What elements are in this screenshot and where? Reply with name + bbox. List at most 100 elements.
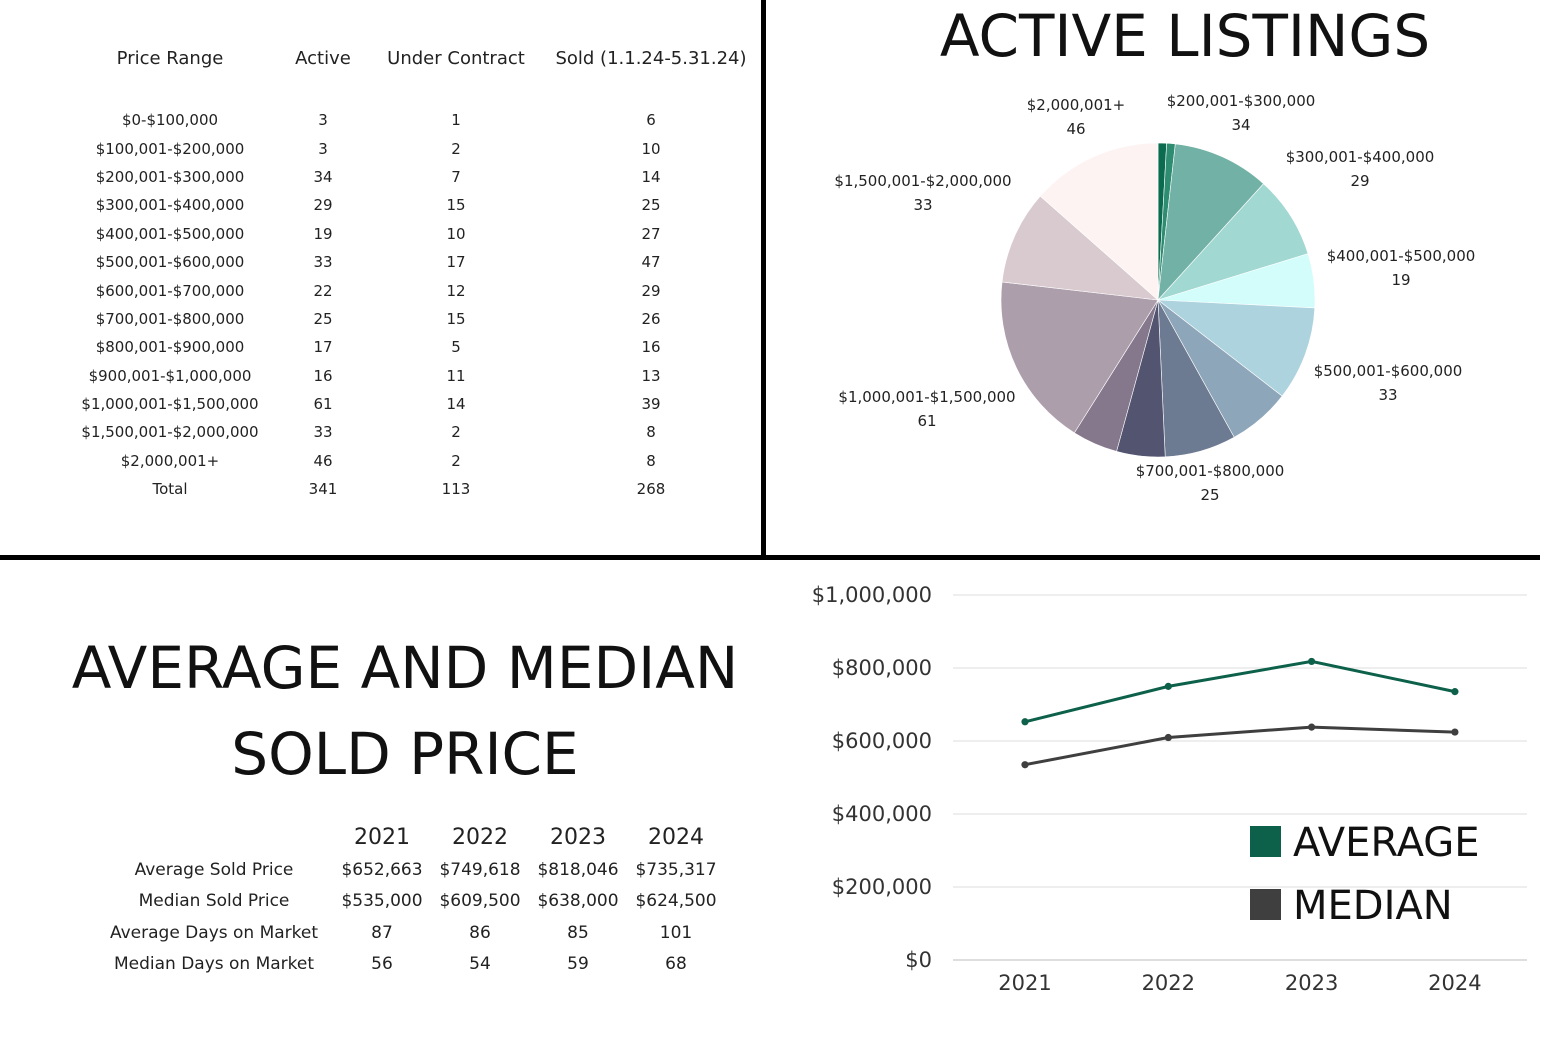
price-range-cell: $100,001-$200,000 — [95, 139, 245, 158]
value-cell: 59 — [567, 954, 589, 975]
year-header-2022: 2022 — [452, 824, 508, 850]
under-contract-cell: 17 — [446, 253, 466, 272]
price-range-cell: $1,500,001-$2,000,000 — [81, 423, 259, 442]
active-listings-pie-chart: $200,001-$300,000 34 $300,001-$400,000 29 $4… — [834, 92, 1475, 504]
under-contract-cell: 2 — [451, 451, 461, 470]
price-range-cell: $1,000,001-$1,500,000 — [81, 395, 259, 414]
x-tick-label: 2023 — [1285, 971, 1338, 995]
sold-title-line-2: SOLD PRICE — [231, 720, 579, 788]
under-contract-cell: 2 — [451, 423, 461, 442]
value-cell: 85 — [567, 922, 589, 943]
table-row: $300,001-$400,000 29 15 25 — [55, 191, 751, 219]
active-cell: 19 — [313, 224, 333, 243]
pie-slice-label: $1,000,001-$1,500,000 — [838, 388, 1015, 406]
series-line-average — [1024, 659, 1456, 724]
sold-cell: 26 — [641, 309, 661, 328]
table-row: $0-$100,000 3 1 6 — [55, 106, 751, 134]
sold-table-body: Average Sold Price $652,663 $749,618 $818,0… — [95, 854, 725, 980]
sold-cell: 29 — [641, 281, 661, 300]
value-cell: $609,500 — [439, 891, 521, 912]
active-cell: 25 — [313, 309, 333, 328]
pie-slice-label: $200,001-$300,000 — [1167, 92, 1316, 110]
value-cell: 54 — [469, 954, 491, 975]
legend-swatch — [1250, 889, 1281, 920]
under-contract-cell: 113 — [441, 480, 471, 499]
table-row: Median Sold Price $535,000 $609,500 $638,00… — [95, 886, 725, 918]
under-contract-cell: 2 — [451, 139, 461, 158]
table-row: $500,001-$600,000 33 17 47 — [55, 248, 751, 276]
sold-cell: 268 — [636, 480, 666, 499]
value-cell: $638,000 — [537, 891, 619, 912]
sold-cell: 47 — [641, 253, 661, 272]
table-row: $700,001-$800,000 25 15 26 — [55, 305, 751, 333]
year-header-2023: 2023 — [550, 824, 606, 850]
active-listings-title: ACTIVE LISTINGS — [939, 2, 1431, 70]
pie-slice-label: $700,001-$800,000 — [1136, 462, 1285, 480]
data-point — [1451, 688, 1459, 696]
price-range-cell: $200,001-$300,000 — [95, 167, 245, 186]
pie-slice — [1039, 142, 1159, 301]
active-cell: 16 — [313, 366, 333, 385]
row-label: Average Sold Price — [134, 859, 294, 880]
vertical-divider — [761, 0, 766, 558]
sold-cell: 8 — [646, 451, 656, 470]
price-table-body: $0-$100,000 3 1 6 $100,001-$200,000 3 2 10 $200,… — [55, 80, 751, 503]
value-cell: $735,317 — [635, 859, 717, 880]
price-range-cell: $300,001-$400,000 — [95, 196, 245, 215]
value-cell: 68 — [665, 954, 687, 975]
pie-slice-value: 33 — [1378, 386, 1397, 404]
x-tick-label: 2022 — [1142, 971, 1195, 995]
table-row: $600,001-$700,000 22 12 29 — [55, 276, 751, 304]
pie-slice-value: 46 — [1066, 120, 1085, 138]
legend-swatch — [1250, 826, 1281, 857]
header-active: Active — [295, 48, 351, 69]
value-cell: $652,663 — [341, 859, 423, 880]
value-cell: $535,000 — [341, 891, 423, 912]
header-sold: Sold (1.1.24-5.31.24) — [555, 48, 747, 69]
active-cell: 3 — [318, 139, 328, 158]
pie-slice-value: 25 — [1200, 486, 1219, 504]
price-table-header-row: Price Range Active Under Contract Sold (… — [55, 48, 751, 80]
pie-slice-value: 61 — [917, 412, 936, 430]
sold-cell: 8 — [646, 423, 656, 442]
active-cell: 3 — [318, 111, 328, 130]
active-cell: 34 — [313, 167, 333, 186]
legend-label: AVERAGE — [1293, 820, 1480, 866]
pie-slice — [1000, 281, 1159, 434]
under-contract-cell: 10 — [446, 224, 466, 243]
under-contract-cell: 12 — [446, 281, 466, 300]
pie-slice-value: 34 — [1231, 116, 1250, 134]
pie-slice — [1157, 299, 1316, 397]
table-row: $400,001-$500,000 19 10 27 — [55, 220, 751, 248]
header-under-contract: Under Contract — [387, 48, 525, 69]
active-cell: 29 — [313, 196, 333, 215]
y-tick-label: $600,000 — [832, 729, 932, 753]
y-tick-label: $800,000 — [832, 656, 932, 680]
data-point — [1308, 657, 1316, 666]
table-row: Median Days on Market 56 54 59 68 — [95, 949, 725, 981]
table-row: $1,000,001-$1,500,000 61 14 39 — [55, 390, 751, 418]
active-cell: 46 — [313, 451, 333, 470]
price-range-cell: $600,001-$700,000 — [95, 281, 245, 300]
table-row: $1,500,001-$2,000,000 33 2 8 — [55, 418, 751, 446]
pie-slice-label: $300,001-$400,000 — [1286, 148, 1435, 166]
y-tick-label: $400,000 — [832, 802, 932, 826]
table-row: Average Days on Market 87 86 85 101 — [95, 917, 725, 949]
pie-slice-value: 33 — [913, 196, 932, 214]
pie-slice-label: $500,001-$600,000 — [1314, 362, 1463, 380]
sold-price-table: 2021 2022 2023 2024 Average Sold Price $6… — [95, 820, 725, 980]
data-point — [1164, 733, 1172, 742]
price-range-cell: $700,001-$800,000 — [95, 309, 245, 328]
under-contract-cell: 15 — [446, 309, 466, 328]
year-header-2021: 2021 — [354, 824, 410, 850]
active-cell: 341 — [308, 480, 338, 499]
data-point — [1021, 761, 1029, 769]
pie-slice-value: 29 — [1350, 172, 1369, 190]
under-contract-cell: 5 — [451, 338, 461, 357]
active-cell: 61 — [313, 395, 333, 414]
total-row: Total 341 113 268 — [55, 475, 751, 503]
pie-slice-value: 19 — [1391, 271, 1410, 289]
price-range-cell: $500,001-$600,000 — [95, 253, 245, 272]
sold-price-title: AVERAGE AND MEDIAN SOLD PRICE — [20, 625, 790, 797]
pie-slice — [1157, 183, 1309, 301]
